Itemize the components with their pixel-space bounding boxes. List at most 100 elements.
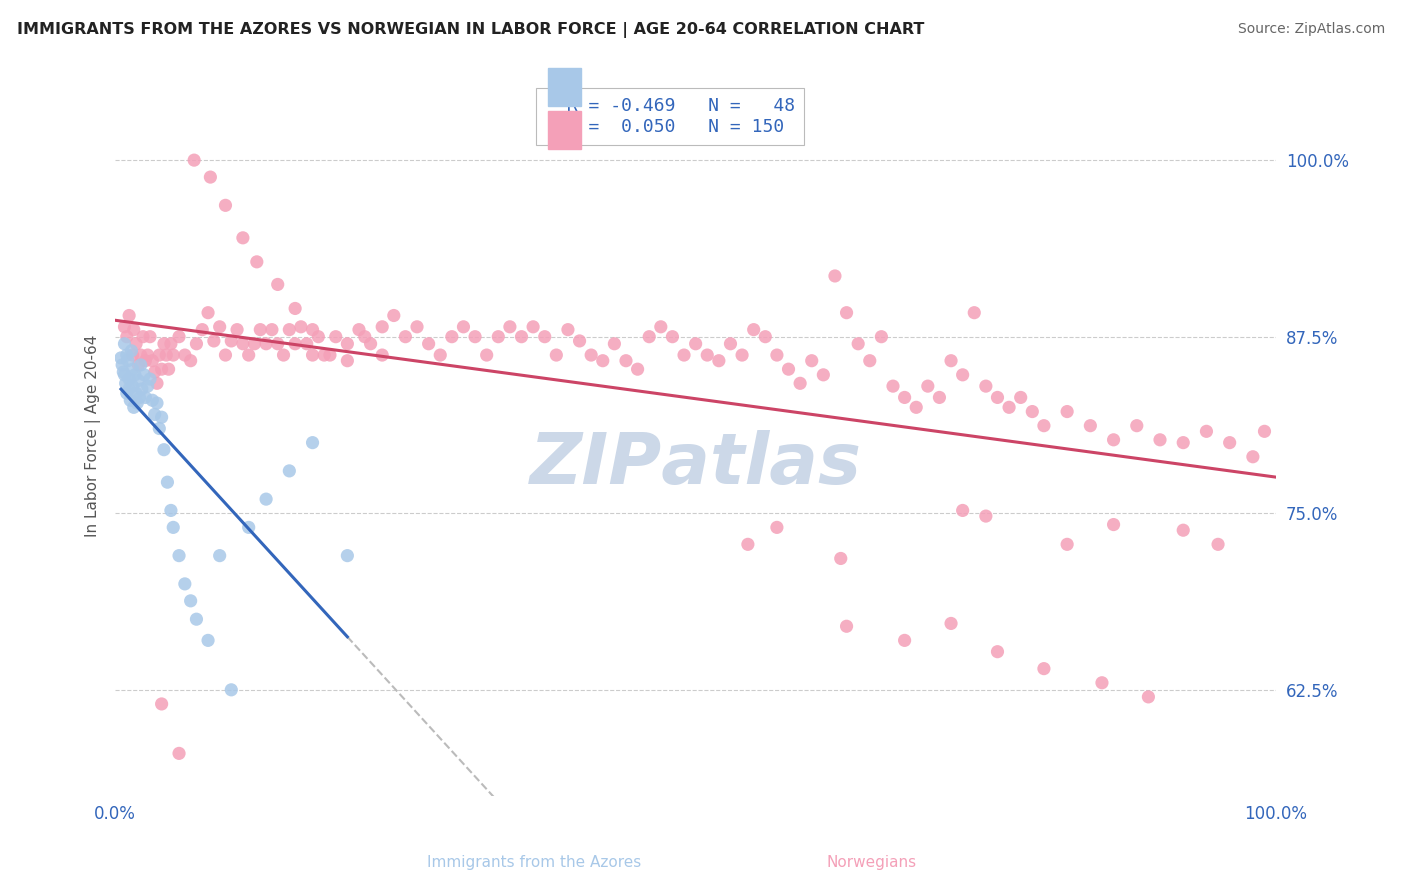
Point bbox=[121, 362, 143, 376]
Point bbox=[371, 348, 394, 362]
Point bbox=[1241, 450, 1264, 464]
Point bbox=[243, 336, 266, 351]
Point bbox=[114, 319, 136, 334]
Point bbox=[125, 336, 148, 351]
Point bbox=[453, 319, 475, 334]
Point bbox=[336, 336, 359, 351]
Text: Norwegians: Norwegians bbox=[827, 855, 917, 870]
Point bbox=[347, 323, 370, 337]
Text: ZIP​atlas: ZIP​atlas bbox=[530, 430, 862, 499]
Point bbox=[238, 348, 260, 362]
Point bbox=[1173, 523, 1195, 537]
Point bbox=[214, 348, 236, 362]
Point bbox=[859, 353, 882, 368]
Point bbox=[219, 334, 242, 348]
Point bbox=[486, 329, 509, 343]
Point bbox=[731, 348, 754, 362]
Point bbox=[319, 348, 342, 362]
Point bbox=[301, 323, 323, 337]
Point bbox=[301, 435, 323, 450]
Point bbox=[870, 329, 893, 343]
Point bbox=[115, 386, 138, 401]
Point bbox=[579, 348, 602, 362]
Point bbox=[155, 348, 177, 362]
Text: IMMIGRANTS FROM THE AZORES VS NORWEGIAN IN LABOR FORCE | AGE 20-64 CORRELATION C: IMMIGRANTS FROM THE AZORES VS NORWEGIAN … bbox=[17, 22, 924, 38]
Point bbox=[1056, 404, 1078, 418]
Point bbox=[290, 319, 312, 334]
Point bbox=[394, 329, 416, 343]
Point bbox=[278, 464, 301, 478]
Point bbox=[1149, 433, 1171, 447]
Point bbox=[114, 368, 136, 382]
Point bbox=[1056, 537, 1078, 551]
Point bbox=[638, 329, 661, 343]
Point bbox=[150, 697, 173, 711]
Point bbox=[568, 334, 591, 348]
Point bbox=[139, 329, 162, 343]
Point bbox=[440, 329, 463, 343]
Point bbox=[254, 336, 277, 351]
Text: Immigrants from the Azores: Immigrants from the Azores bbox=[427, 855, 641, 870]
Point bbox=[167, 329, 190, 343]
Point bbox=[127, 374, 149, 388]
Point bbox=[360, 336, 382, 351]
Point bbox=[1126, 418, 1149, 433]
Point bbox=[626, 362, 648, 376]
Point bbox=[273, 348, 295, 362]
Point bbox=[150, 410, 173, 425]
Point bbox=[650, 319, 672, 334]
Point bbox=[249, 323, 271, 337]
Point bbox=[260, 323, 283, 337]
Point bbox=[129, 348, 152, 362]
Point bbox=[267, 277, 290, 292]
Point bbox=[173, 348, 195, 362]
Point bbox=[986, 645, 1008, 659]
Point bbox=[219, 682, 242, 697]
Point bbox=[112, 365, 135, 379]
Point bbox=[429, 348, 451, 362]
Point bbox=[115, 348, 138, 362]
Point bbox=[153, 442, 176, 457]
Point bbox=[153, 336, 176, 351]
Text: R = -0.469   N =   48
  R =  0.050   N = 150: R = -0.469 N = 48 R = 0.050 N = 150 bbox=[544, 97, 794, 136]
Point bbox=[121, 348, 143, 362]
Point bbox=[301, 348, 323, 362]
Point bbox=[307, 329, 329, 343]
Point bbox=[202, 334, 225, 348]
Point bbox=[336, 353, 359, 368]
Point bbox=[974, 379, 997, 393]
Point bbox=[134, 368, 156, 382]
Point bbox=[118, 372, 141, 386]
Point bbox=[766, 348, 789, 362]
Point bbox=[146, 376, 169, 391]
Point bbox=[238, 520, 260, 534]
Point bbox=[143, 365, 166, 379]
Point bbox=[1195, 425, 1218, 439]
Point bbox=[1010, 391, 1032, 405]
Point bbox=[295, 336, 318, 351]
Point bbox=[499, 319, 522, 334]
Point bbox=[661, 329, 683, 343]
Point bbox=[325, 329, 347, 343]
Point bbox=[143, 408, 166, 422]
Point bbox=[267, 336, 290, 351]
Point bbox=[974, 509, 997, 524]
Text: Source: ZipAtlas.com: Source: ZipAtlas.com bbox=[1237, 22, 1385, 37]
Point bbox=[789, 376, 811, 391]
Point bbox=[522, 319, 544, 334]
Point bbox=[1078, 418, 1101, 433]
Point bbox=[128, 391, 150, 405]
Point bbox=[132, 329, 155, 343]
Point bbox=[136, 379, 159, 393]
Point bbox=[1206, 537, 1229, 551]
Point bbox=[1253, 425, 1275, 439]
Bar bbox=[548, 68, 581, 105]
Point bbox=[160, 503, 183, 517]
Point bbox=[963, 306, 986, 320]
Point bbox=[278, 323, 301, 337]
Point bbox=[557, 323, 579, 337]
Bar bbox=[548, 112, 581, 149]
Point bbox=[232, 336, 254, 351]
Point bbox=[1102, 517, 1125, 532]
Point bbox=[183, 153, 205, 168]
